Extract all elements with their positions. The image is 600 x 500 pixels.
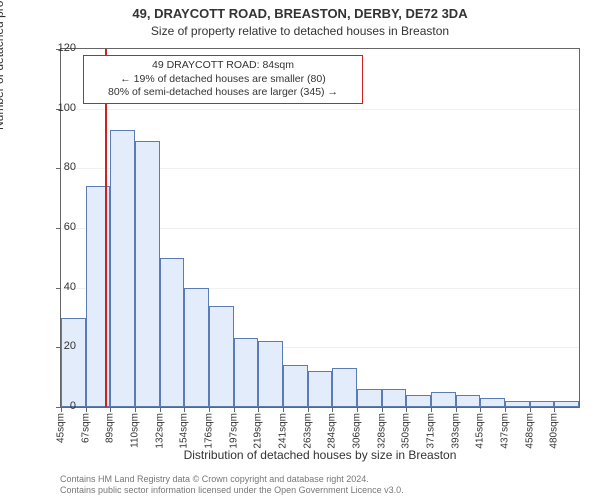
xtick-label: 154sqm <box>179 413 190 449</box>
grid-line <box>61 109 579 110</box>
chart-container: 49, DRAYCOTT ROAD, BREASTON, DERBY, DE72… <box>0 0 600 500</box>
histogram-bar <box>135 141 160 407</box>
xtick-mark <box>357 407 358 412</box>
annotation-box: 49 DRAYCOTT ROAD: 84sqm ← 19% of detache… <box>83 55 363 104</box>
plot-area: 45sqm67sqm89sqm110sqm132sqm154sqm176sqm1… <box>60 48 580 408</box>
xtick-label: 458sqm <box>524 413 535 449</box>
ytick-label: 20 <box>46 340 76 352</box>
xtick-label: 263sqm <box>302 413 313 449</box>
histogram-bar <box>382 389 407 407</box>
xtick-label: 437sqm <box>500 413 511 449</box>
xtick-mark <box>505 407 506 412</box>
xtick-mark <box>258 407 259 412</box>
chart-subtitle: Size of property relative to detached ho… <box>0 24 600 38</box>
xtick-label: 219sqm <box>253 413 264 449</box>
histogram-bar <box>160 258 185 407</box>
histogram-bar <box>357 389 382 407</box>
y-axis-label: Number of detached properties <box>0 0 6 130</box>
ytick-label: 120 <box>46 42 76 54</box>
xtick-label: 393sqm <box>450 413 461 449</box>
annotation-line2: ← 19% of detached houses are smaller (80… <box>90 73 356 87</box>
xtick-label: 45sqm <box>56 413 67 443</box>
ytick-label: 60 <box>46 221 76 233</box>
histogram-bar <box>184 288 209 407</box>
xtick-mark <box>160 407 161 412</box>
annotation-line1: 49 DRAYCOTT ROAD: 84sqm <box>90 59 356 73</box>
histogram-bar <box>554 401 579 407</box>
ytick-label: 0 <box>46 400 76 412</box>
xtick-label: 371sqm <box>426 413 437 449</box>
xtick-mark <box>86 407 87 412</box>
x-axis-label: Distribution of detached houses by size … <box>60 448 580 462</box>
xtick-label: 415sqm <box>475 413 486 449</box>
xtick-mark <box>431 407 432 412</box>
xtick-mark <box>209 407 210 412</box>
histogram-bar <box>61 318 86 408</box>
xtick-label: 480sqm <box>549 413 560 449</box>
xtick-label: 67sqm <box>80 413 91 443</box>
histogram-bar <box>110 130 135 407</box>
xtick-label: 110sqm <box>130 413 141 448</box>
xtick-label: 197sqm <box>228 413 239 449</box>
histogram-bar <box>332 368 357 407</box>
xtick-mark <box>110 407 111 412</box>
attribution-line2: Contains public sector information licen… <box>60 485 580 496</box>
histogram-bar <box>258 341 283 407</box>
histogram-bar <box>234 338 259 407</box>
xtick-label: 132sqm <box>154 413 165 449</box>
xtick-label: 328sqm <box>376 413 387 449</box>
attribution-line1: Contains HM Land Registry data © Crown c… <box>60 474 580 485</box>
histogram-bar <box>480 398 505 407</box>
xtick-mark <box>480 407 481 412</box>
xtick-mark <box>308 407 309 412</box>
xtick-mark <box>530 407 531 412</box>
histogram-bar <box>406 395 431 407</box>
histogram-bar <box>209 306 234 407</box>
histogram-bar <box>283 365 308 407</box>
xtick-mark <box>135 407 136 412</box>
histogram-bar <box>505 401 530 407</box>
xtick-label: 350sqm <box>401 413 412 449</box>
ytick-label: 80 <box>46 161 76 173</box>
xtick-label: 241sqm <box>278 413 289 449</box>
xtick-label: 176sqm <box>204 413 215 449</box>
xtick-label: 284sqm <box>327 413 338 449</box>
histogram-bar <box>431 392 456 407</box>
xtick-label: 306sqm <box>352 413 363 449</box>
ytick-label: 40 <box>46 281 76 293</box>
xtick-label: 89sqm <box>105 413 116 443</box>
ytick-label: 100 <box>46 102 76 114</box>
xtick-mark <box>234 407 235 412</box>
attribution: Contains HM Land Registry data © Crown c… <box>60 474 580 497</box>
annotation-line3: 80% of semi-detached houses are larger (… <box>90 86 356 100</box>
xtick-mark <box>332 407 333 412</box>
xtick-mark <box>283 407 284 412</box>
xtick-mark <box>406 407 407 412</box>
histogram-bar <box>456 395 481 407</box>
xtick-mark <box>554 407 555 412</box>
chart-title: 49, DRAYCOTT ROAD, BREASTON, DERBY, DE72… <box>0 6 600 21</box>
xtick-mark <box>382 407 383 412</box>
histogram-bar <box>530 401 555 407</box>
xtick-mark <box>184 407 185 412</box>
xtick-mark <box>456 407 457 412</box>
histogram-bar <box>308 371 333 407</box>
